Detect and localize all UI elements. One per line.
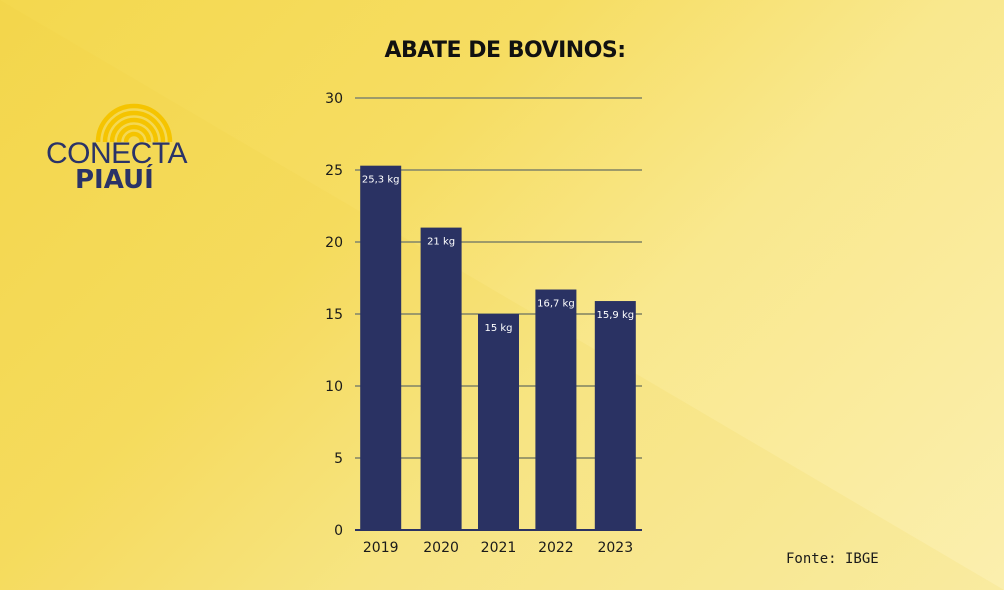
bar [360,165,402,530]
data-label: 15 kg [484,323,512,334]
x-tick-label: 2021 [481,540,517,556]
y-tick-label: 25 [325,163,343,179]
x-tick-label: 2022 [538,540,574,556]
brand-logo: CONECTA PIAUÍ [44,100,204,200]
chart-title: ABATE DE BOVINOS: [384,38,626,63]
bar [478,314,519,530]
x-tick-label: 2020 [423,540,459,556]
data-label: 21 kg [427,237,455,248]
bar [420,227,462,530]
brand-name-line2: PIAUÍ [75,165,154,195]
data-label: 15,9 kg [597,310,635,321]
x-tick-label: 2023 [597,540,633,556]
y-tick-label: 5 [334,451,343,467]
bar [594,301,636,530]
data-label: 25,3 kg [362,175,400,186]
data-label: 16,7 kg [537,299,575,310]
source-label: Fonte: IBGE [786,551,879,567]
bar [535,289,577,530]
x-tick-label: 2019 [363,540,399,556]
brand-name-line1: CONECTA [46,137,187,170]
y-tick-label: 15 [325,307,343,323]
sun-arc-icon [95,103,173,143]
y-tick-label: 10 [325,379,343,395]
y-tick-label: 30 [325,91,343,107]
y-tick-label: 0 [334,523,343,539]
y-tick-label: 20 [325,235,343,251]
